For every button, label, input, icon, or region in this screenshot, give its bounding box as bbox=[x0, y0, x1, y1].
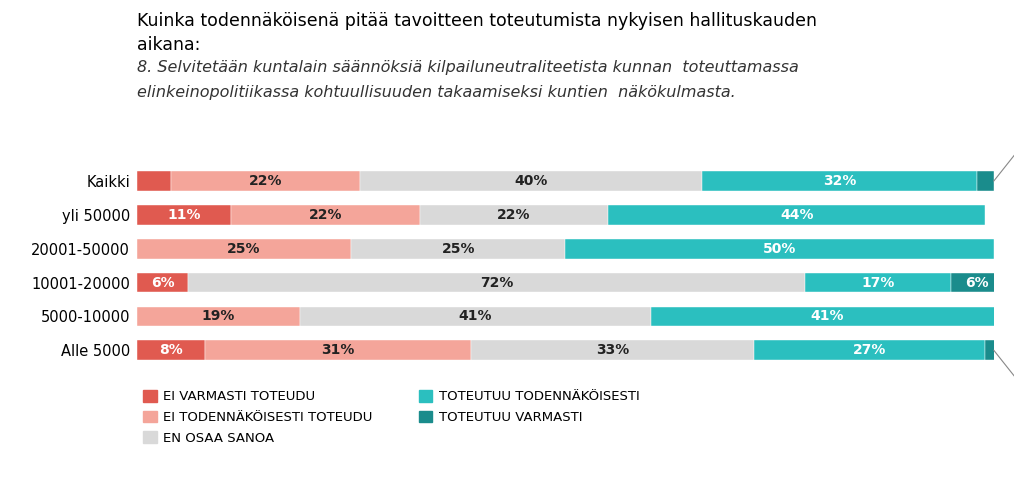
Bar bbox=[137, 239, 351, 258]
Text: 2%: 2% bbox=[994, 350, 1014, 404]
Bar bbox=[351, 239, 566, 258]
Bar bbox=[137, 307, 300, 326]
Text: 27%: 27% bbox=[853, 343, 886, 357]
Text: 8%: 8% bbox=[159, 343, 184, 357]
Text: 31%: 31% bbox=[321, 343, 355, 357]
Bar bbox=[206, 341, 472, 360]
Text: 25%: 25% bbox=[227, 242, 261, 256]
Bar bbox=[360, 171, 703, 191]
Bar bbox=[137, 171, 171, 191]
Text: 44%: 44% bbox=[780, 208, 813, 222]
Bar bbox=[805, 273, 951, 292]
Text: 8. Selvitetään kuntalain säännöksiä kilpailuneutraliteetista kunnan  toteuttamas: 8. Selvitetään kuntalain säännöksiä kilp… bbox=[137, 60, 799, 75]
Text: 25%: 25% bbox=[441, 242, 475, 256]
Text: 6%: 6% bbox=[151, 276, 174, 289]
Bar bbox=[171, 171, 360, 191]
Bar bbox=[986, 341, 1002, 360]
Text: 72%: 72% bbox=[480, 276, 513, 289]
Text: 32%: 32% bbox=[822, 174, 856, 188]
Bar bbox=[137, 273, 189, 292]
Text: 22%: 22% bbox=[248, 174, 282, 188]
Bar bbox=[651, 307, 1002, 326]
Text: 33%: 33% bbox=[596, 343, 629, 357]
Bar bbox=[189, 273, 805, 292]
Bar bbox=[608, 205, 986, 225]
Bar bbox=[300, 307, 651, 326]
Bar bbox=[753, 341, 986, 360]
Bar bbox=[231, 205, 420, 225]
Text: 40%: 40% bbox=[514, 174, 548, 188]
Text: 41%: 41% bbox=[458, 310, 492, 323]
Bar bbox=[566, 239, 994, 258]
Text: Kuinka todennäköisenä pitää tavoitteen toteutumista nykyisen hallituskauden: Kuinka todennäköisenä pitää tavoitteen t… bbox=[137, 12, 817, 30]
Bar bbox=[420, 205, 608, 225]
Text: 50%: 50% bbox=[763, 242, 796, 256]
Text: 2%: 2% bbox=[994, 127, 1014, 181]
Text: 6%: 6% bbox=[964, 276, 989, 289]
Bar bbox=[472, 341, 753, 360]
Legend: EI VARMASTI TOTEUDU, EI TODENNÄKÖISESTI TOTEUDU, EN OSAA SANOA, TOTEUTUU TODENNÄ: EI VARMASTI TOTEUDU, EI TODENNÄKÖISESTI … bbox=[144, 390, 640, 445]
Text: 22%: 22% bbox=[497, 208, 530, 222]
Text: 41%: 41% bbox=[810, 310, 844, 323]
Text: 19%: 19% bbox=[202, 310, 235, 323]
Text: aikana:: aikana: bbox=[137, 36, 201, 54]
Bar bbox=[976, 171, 994, 191]
Bar bbox=[137, 341, 206, 360]
Bar bbox=[137, 205, 231, 225]
Bar bbox=[951, 273, 1002, 292]
Text: 22%: 22% bbox=[308, 208, 342, 222]
Bar bbox=[703, 171, 976, 191]
Text: 17%: 17% bbox=[861, 276, 894, 289]
Text: 11%: 11% bbox=[167, 208, 201, 222]
Text: elinkeinopolitiikassa kohtuullisuuden takaamiseksi kuntien  näkökulmasta.: elinkeinopolitiikassa kohtuullisuuden ta… bbox=[137, 85, 735, 99]
